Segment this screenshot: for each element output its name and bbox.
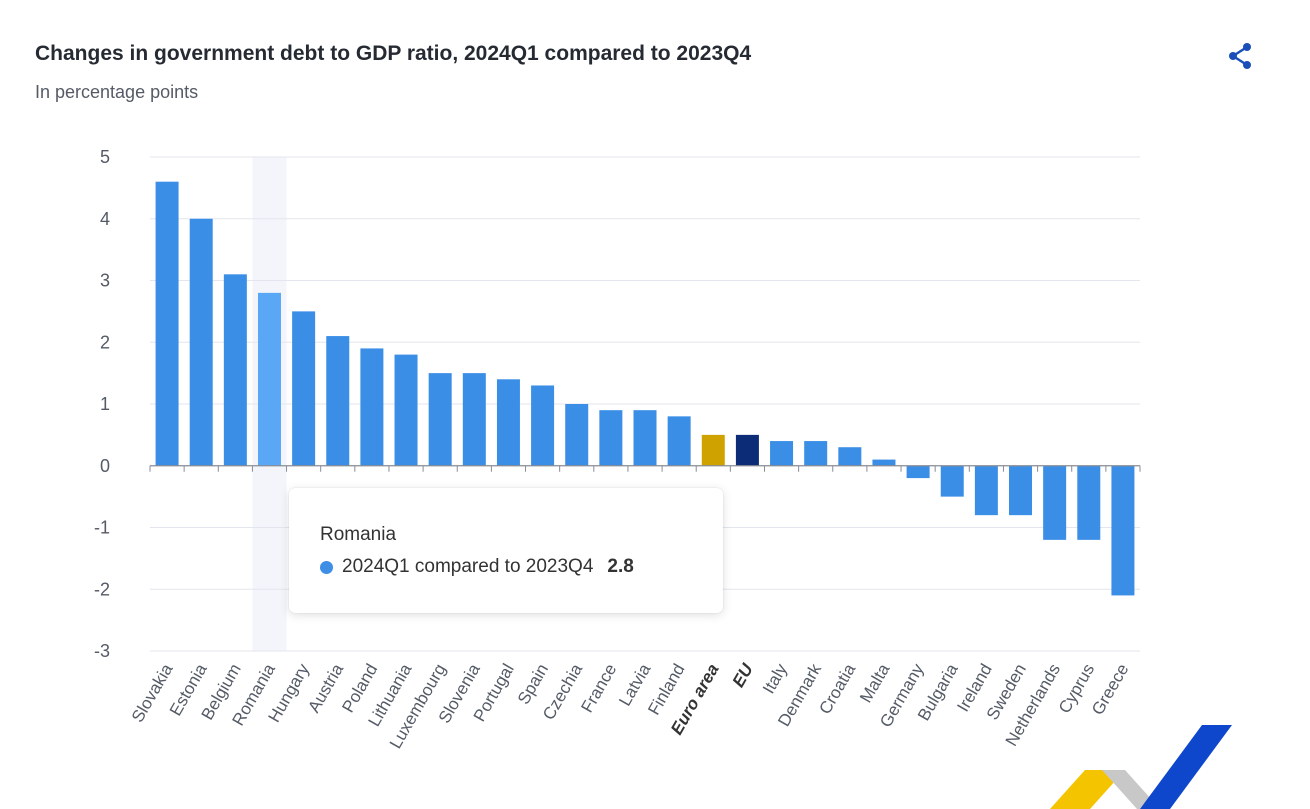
y-tick-label: -2 [94, 579, 110, 599]
chart-subtitle: In percentage points [35, 82, 199, 102]
bar-slovakia[interactable] [155, 181, 179, 466]
bar-czechia[interactable] [565, 404, 589, 466]
x-category-label: Slovakia [128, 660, 177, 726]
bar-sweden[interactable] [1009, 465, 1033, 516]
bar-greece[interactable] [1111, 465, 1135, 596]
bar-austria[interactable] [326, 336, 350, 466]
y-tick-label: 4 [100, 209, 110, 229]
share-button[interactable] [1224, 40, 1256, 72]
bar-ireland[interactable] [974, 465, 998, 516]
bar-bulgaria[interactable] [940, 465, 964, 497]
bar-cyprus[interactable] [1077, 465, 1101, 540]
bar-croatia[interactable] [838, 447, 862, 466]
y-tick-label: 0 [100, 456, 110, 476]
series-dot-icon [320, 560, 333, 574]
bar-luxembourg[interactable] [428, 373, 452, 466]
bar-hungary[interactable] [292, 311, 316, 466]
y-tick-label: 1 [100, 394, 110, 414]
tooltip: Romania 2024Q1 compared to 2023Q4 2.8 [289, 488, 723, 613]
tooltip-country: Romania [320, 524, 397, 545]
bar-france[interactable] [599, 410, 623, 466]
bar-finland[interactable] [667, 416, 691, 466]
bar-spain[interactable] [531, 385, 555, 466]
tooltip-series-label: 2024Q1 compared to 2023Q4 [342, 556, 594, 577]
bar-malta[interactable] [872, 459, 896, 466]
bar-italy[interactable] [770, 441, 794, 466]
bar-denmark[interactable] [804, 441, 828, 466]
bar-belgium[interactable] [223, 274, 247, 466]
y-tick-label: 2 [100, 332, 110, 352]
eurostat-logo-icon [1050, 725, 1232, 809]
y-tick-label: 3 [100, 271, 110, 291]
bar-romania[interactable] [257, 292, 281, 466]
y-tick-label: 5 [100, 147, 110, 167]
bar-euro-area[interactable] [701, 434, 725, 466]
bar-estonia[interactable] [189, 218, 213, 466]
bar-netherlands[interactable] [1043, 465, 1067, 540]
tooltip-value: 2.8 [607, 556, 634, 577]
chart-title: Changes in government debt to GDP ratio,… [35, 42, 752, 65]
tooltip-row: 2024Q1 compared to 2023Q4 2.8 [320, 556, 634, 578]
bar-poland[interactable] [360, 348, 384, 466]
bar-portugal[interactable] [496, 379, 520, 466]
bar-latvia[interactable] [633, 410, 657, 466]
bar-slovenia[interactable] [462, 373, 486, 466]
x-category-label: Italy [759, 660, 791, 697]
bar-eu[interactable] [735, 434, 759, 466]
bar-germany[interactable] [906, 465, 930, 479]
y-tick-label: -1 [94, 518, 110, 538]
x-category-label: EU [729, 660, 758, 691]
bar-lithuania[interactable] [394, 354, 418, 466]
y-tick-label: -3 [94, 641, 110, 661]
share-icon [1229, 43, 1251, 69]
